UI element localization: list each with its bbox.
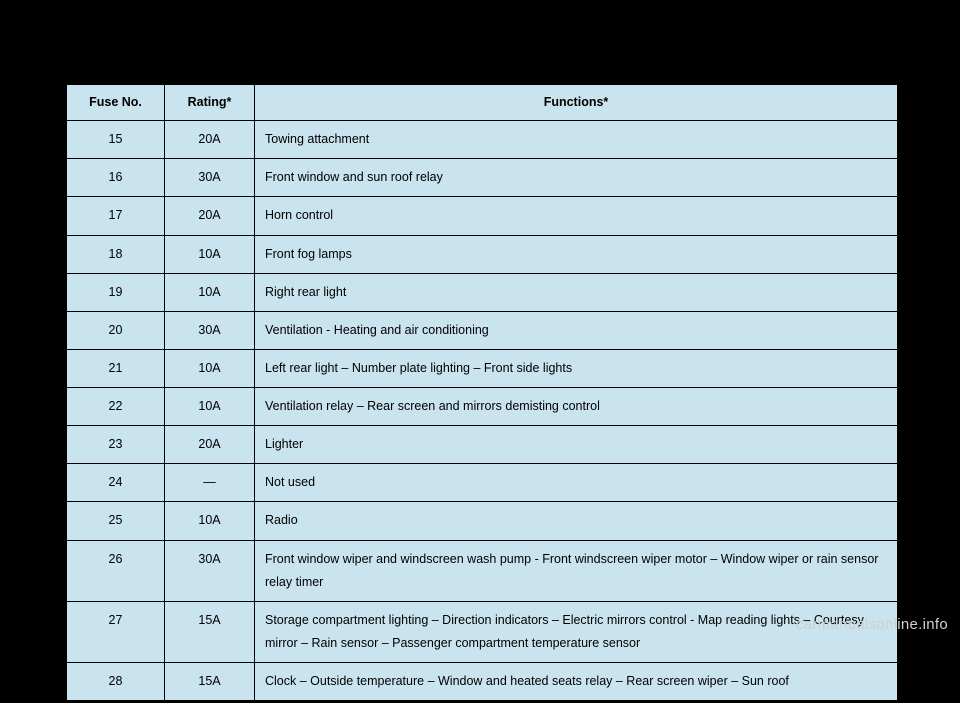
- cell-fuse-no: 27: [67, 601, 165, 662]
- cell-rating: 10A: [165, 388, 255, 426]
- table-row: 20 30A Ventilation - Heating and air con…: [67, 311, 898, 349]
- cell-functions: Towing attachment: [255, 121, 898, 159]
- cell-fuse-no: 18: [67, 235, 165, 273]
- col-header-functions: Functions*: [255, 85, 898, 121]
- cell-fuse-no: 23: [67, 426, 165, 464]
- cell-functions: Radio: [255, 502, 898, 540]
- table-row: 15 20A Towing attachment: [67, 121, 898, 159]
- table-row: 24 — Not used: [67, 464, 898, 502]
- cell-functions: Lighter: [255, 426, 898, 464]
- cell-functions: Front window wiper and windscreen wash p…: [255, 540, 898, 601]
- cell-functions: Horn control: [255, 197, 898, 235]
- table-row: 23 20A Lighter: [67, 426, 898, 464]
- cell-functions: Clock – Outside temperature – Window and…: [255, 663, 898, 701]
- table-row: 21 10A Left rear light – Number plate li…: [67, 349, 898, 387]
- cell-fuse-no: 19: [67, 273, 165, 311]
- cell-functions: Not used: [255, 464, 898, 502]
- table-row: 26 30A Front window wiper and windscreen…: [67, 540, 898, 601]
- cell-functions: Front fog lamps: [255, 235, 898, 273]
- fuse-table: Fuse No. Rating* Functions* 15 20A Towin…: [66, 84, 898, 701]
- cell-fuse-no: 22: [67, 388, 165, 426]
- cell-rating: 20A: [165, 426, 255, 464]
- watermark-text: carmanualsonline.info: [796, 616, 948, 633]
- cell-fuse-no: 25: [67, 502, 165, 540]
- cell-rating: 10A: [165, 349, 255, 387]
- cell-functions: Front window and sun roof relay: [255, 159, 898, 197]
- table-row: 25 10A Radio: [67, 502, 898, 540]
- table-row: 17 20A Horn control: [67, 197, 898, 235]
- cell-rating: 10A: [165, 273, 255, 311]
- col-header-fuse-no: Fuse No.: [67, 85, 165, 121]
- cell-rating: 15A: [165, 663, 255, 701]
- cell-rating: 30A: [165, 540, 255, 601]
- table-row: 22 10A Ventilation relay – Rear screen a…: [67, 388, 898, 426]
- cell-rating: —: [165, 464, 255, 502]
- cell-fuse-no: 21: [67, 349, 165, 387]
- table-row: 19 10A Right rear light: [67, 273, 898, 311]
- page: Fuse No. Rating* Functions* 15 20A Towin…: [0, 0, 960, 639]
- cell-functions: Ventilation relay – Rear screen and mirr…: [255, 388, 898, 426]
- table-header-row: Fuse No. Rating* Functions*: [67, 85, 898, 121]
- cell-rating: 10A: [165, 235, 255, 273]
- table-row: 27 15A Storage compartment lighting – Di…: [67, 601, 898, 662]
- cell-rating: 30A: [165, 159, 255, 197]
- cell-fuse-no: 26: [67, 540, 165, 601]
- cell-fuse-no: 16: [67, 159, 165, 197]
- cell-rating: 20A: [165, 121, 255, 159]
- cell-functions: Right rear light: [255, 273, 898, 311]
- table-row: 16 30A Front window and sun roof relay: [67, 159, 898, 197]
- cell-fuse-no: 28: [67, 663, 165, 701]
- cell-fuse-no: 24: [67, 464, 165, 502]
- cell-fuse-no: 17: [67, 197, 165, 235]
- table-row: 18 10A Front fog lamps: [67, 235, 898, 273]
- col-header-rating: Rating*: [165, 85, 255, 121]
- table-row: 28 15A Clock – Outside temperature – Win…: [67, 663, 898, 701]
- cell-fuse-no: 15: [67, 121, 165, 159]
- cell-functions: Ventilation - Heating and air conditioni…: [255, 311, 898, 349]
- fuse-table-container: Fuse No. Rating* Functions* 15 20A Towin…: [64, 82, 900, 703]
- cell-rating: 10A: [165, 502, 255, 540]
- cell-functions: Left rear light – Number plate lighting …: [255, 349, 898, 387]
- cell-rating: 20A: [165, 197, 255, 235]
- cell-rating: 15A: [165, 601, 255, 662]
- fuse-table-body: 15 20A Towing attachment 16 30A Front wi…: [67, 121, 898, 701]
- cell-fuse-no: 20: [67, 311, 165, 349]
- cell-rating: 30A: [165, 311, 255, 349]
